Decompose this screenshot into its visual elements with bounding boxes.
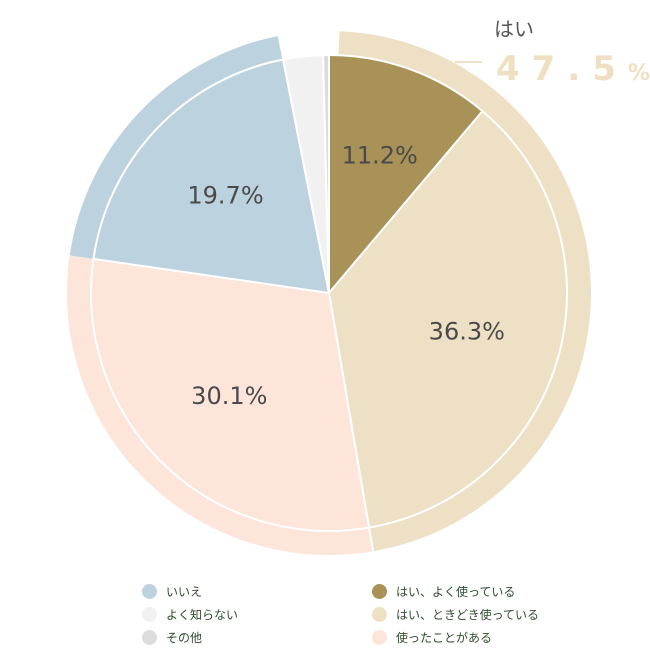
legend-swatch (372, 583, 387, 599)
legend-item: はい、ときどき使っている (372, 606, 602, 622)
slice-label: 19.7% (187, 182, 263, 210)
legend-label: はい、よく使っている (396, 584, 516, 599)
group-highlight-value: 47.5 (496, 49, 628, 89)
legend-item: 使ったことがある (372, 629, 602, 645)
legend-label: よく知らない (166, 607, 239, 622)
legend-label: その他 (166, 630, 203, 645)
pie-slice (328, 53, 484, 296)
pie-slices (90, 53, 568, 532)
group-highlight-value-line: 47.5% (496, 49, 650, 89)
legend-swatch (142, 606, 157, 622)
legend-item: いいえ (142, 583, 372, 599)
slice-labels: 11.2% 36.3% 30.1% 19.7% (187, 141, 505, 410)
pie-slice (327, 109, 568, 529)
slice-label: 30.1% (191, 382, 267, 410)
legend-item: はい、よく使っている (372, 583, 602, 599)
slice-label: 11.2% (342, 141, 418, 169)
legend-swatch (142, 583, 157, 599)
legend: いいえ はい、よく使っているよく知らない はい、ときどき使っているその他 使ったことが… (142, 583, 602, 645)
slice-label: 36.3% (429, 318, 505, 346)
legend-item: その他 (142, 629, 372, 645)
group-highlight-title: はい (494, 17, 534, 41)
legend-swatch (372, 629, 387, 645)
legend-label: はい、ときどき使っている (396, 607, 540, 622)
legend-item: よく知らない (142, 606, 372, 622)
pie-slice (90, 257, 371, 532)
legend-label: 使ったことがある (396, 630, 493, 645)
legend-label: いいえ (166, 584, 203, 599)
legend-swatch (142, 629, 157, 645)
pie-slice (322, 53, 330, 294)
group-highlight-unit: % (628, 61, 650, 86)
pie-slice (92, 58, 331, 295)
legend-swatch (372, 606, 387, 622)
